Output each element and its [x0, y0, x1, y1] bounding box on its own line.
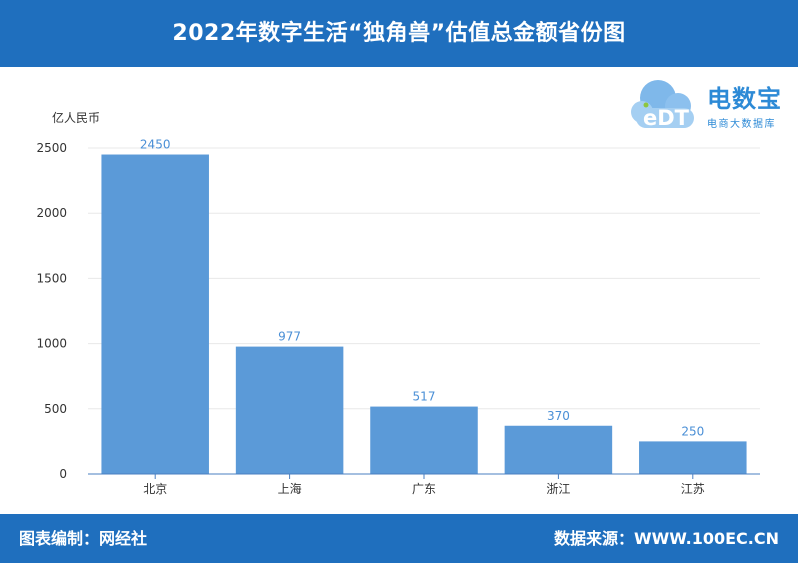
bar-value-label: 517	[413, 390, 436, 404]
x-tick-label: 广东	[412, 482, 436, 496]
footer-banner: 图表编制：网经社 数据来源：WWW.100EC.CN	[0, 514, 798, 563]
x-tick-label: 北京	[143, 482, 167, 496]
logo-subtitle: 电商大数据库	[707, 119, 776, 130]
y-tick-label: 500	[44, 402, 67, 416]
bar-value-label: 977	[278, 330, 301, 344]
y-tick-label: 1000	[36, 337, 67, 351]
footer-source: 数据来源：WWW.100EC.CN	[553, 529, 779, 548]
bar	[639, 441, 747, 474]
title-banner: 2022年数字生活“独角兽”估值总金额省份图	[0, 0, 798, 67]
y-axis-unit-label: 亿人民币	[52, 111, 101, 125]
logo-mark-text: eDT	[643, 106, 690, 130]
y-tick-label: 1500	[36, 271, 67, 285]
bar-value-label: 250	[681, 424, 704, 438]
bar-value-label: 370	[547, 409, 570, 423]
bar	[101, 154, 209, 474]
cloud-logo-icon: eDT	[631, 80, 694, 130]
x-tick-label: 浙江	[546, 482, 570, 496]
chart-title: 2022年数字生活“独角兽”估值总金额省份图	[172, 21, 626, 46]
bar	[235, 346, 344, 474]
y-tick-label: 0	[59, 467, 67, 481]
bar	[504, 425, 613, 474]
edianshu-logo: eDT 电数宝 电商大数据库	[628, 72, 793, 136]
bar-value-label: 2450	[140, 138, 171, 152]
x-tick-label: 江苏	[681, 482, 705, 496]
bar	[370, 406, 478, 474]
footer-editor: 图表编制：网经社	[19, 529, 148, 548]
x-tick-label: 上海	[278, 481, 302, 496]
bar-chart: 0 500 1000 1500 2000 2500 2450 北京 977 上海 517 广东 370 浙…	[36, 138, 760, 496]
logo-name: 电数宝	[707, 85, 782, 113]
y-tick-label: 2500	[36, 141, 67, 155]
y-tick-label: 2000	[36, 206, 67, 220]
